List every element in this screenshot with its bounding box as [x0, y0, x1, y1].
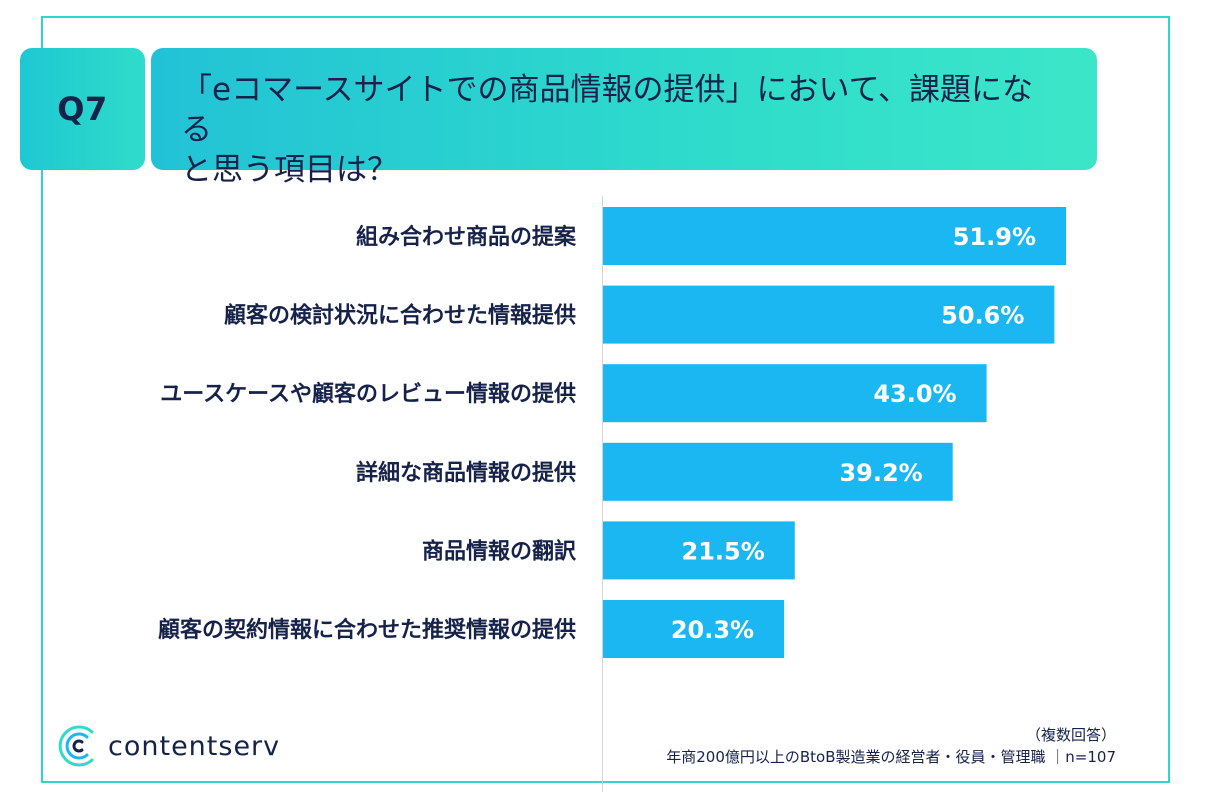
category-label-5: 商品情報の翻訳 — [422, 538, 577, 564]
category-label-4: 詳細な商品情報の提供 — [356, 460, 576, 486]
contentserv-logo: contentserv — [56, 722, 280, 770]
value-label-3: 43.0% — [873, 380, 956, 408]
question-title-line-2: と思う項目は？ — [181, 152, 398, 188]
value-label-6: 20.3% — [671, 616, 754, 644]
category-label-2: 顧客の検討状況に合わせた情報提供 — [224, 303, 576, 329]
value-label-5: 21.5% — [682, 537, 765, 565]
category-label-3: ユースケースや顧客のレビュー情報の提供 — [160, 381, 576, 407]
value-label-1: 51.9% — [953, 223, 1036, 251]
bar-1 — [603, 207, 1066, 265]
chart-frame — [41, 16, 1170, 783]
question-number-badge: Q7 — [20, 48, 145, 170]
multiple-answer-note: （複数回答） — [1025, 726, 1116, 744]
contentserv-logo-icon — [58, 725, 94, 767]
question-title-line-1: 「eコマースサイトでの商品情報の提供」において、課題になる — [181, 72, 1034, 148]
question-number: Q7 — [57, 90, 108, 128]
category-label-1: 組み合わせ商品の提案 — [356, 224, 577, 250]
survey-note: （複数回答） 年商200億円以上のBtoB製造業の経営者・役員・管理職 ｜n=1… — [666, 724, 1116, 768]
category-label-6: 顧客の契約情報に合わせた推奨情報の提供 — [158, 617, 576, 643]
value-label-4: 39.2% — [839, 459, 922, 487]
bar-5 — [603, 521, 795, 580]
chart-axis-line — [602, 196, 603, 792]
value-label-2: 50.6% — [941, 302, 1024, 330]
sample-description: 年商200億円以上のBtoB製造業の経営者・役員・管理職 ｜n=107 — [666, 748, 1116, 766]
bar-4 — [603, 442, 953, 501]
question-title-banner: 「eコマースサイトでの商品情報の提供」において、課題になる と思う項目は？ — [151, 48, 1097, 188]
bar-6 — [603, 600, 785, 658]
bar-2 — [603, 285, 1055, 344]
logo-wordmark: contentserv — [108, 730, 281, 762]
bar-3 — [603, 364, 987, 423]
